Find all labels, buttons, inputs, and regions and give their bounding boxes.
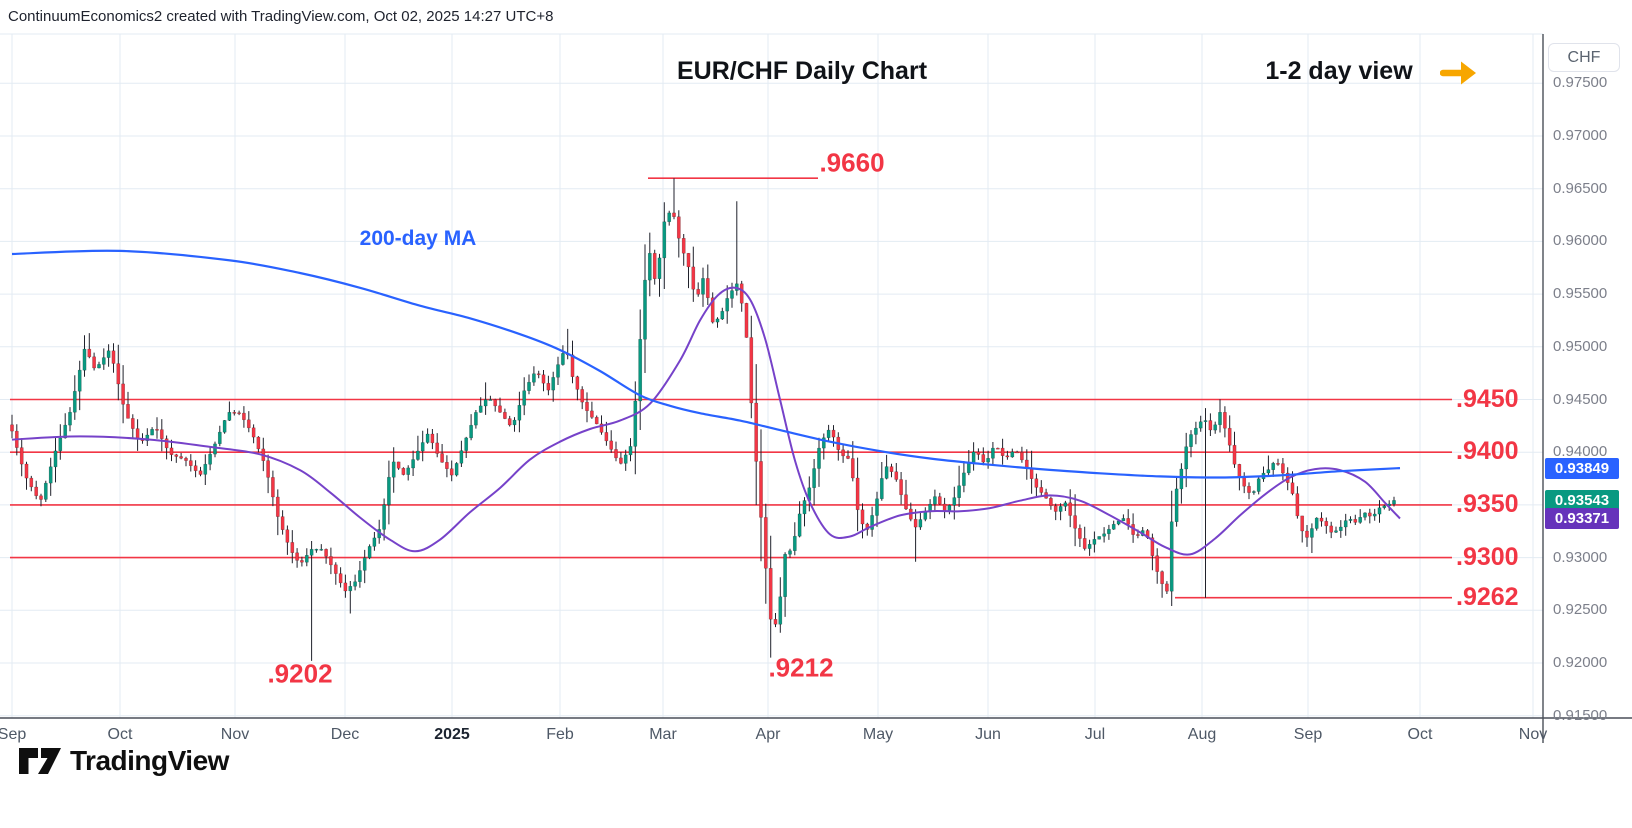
attribution-text: ContinuumEconomics2 created with Trading… (8, 8, 554, 25)
price-tick-0.93000: 0.93000 (1553, 548, 1608, 566)
price-badge-0.93849: 0.93849 (1545, 457, 1619, 479)
price-tick-0.96000: 0.96000 (1553, 232, 1608, 250)
chart-title: EUR/CHF Daily Chart (676, 57, 928, 85)
price-badge-0.93371: 0.93371 (1545, 507, 1619, 529)
price-tick-0.92000: 0.92000 (1553, 654, 1608, 671)
month-tick-may: May (862, 726, 894, 743)
month-tick-feb: Feb (546, 726, 574, 743)
month-tick-oct: Oct (107, 726, 133, 743)
price-tick-0.91500: 0.91500 (1553, 706, 1608, 724)
price-annotation-9212[interactable]: .9212 (768, 652, 834, 683)
price-tick-0.94000: 0.94000 (1553, 443, 1608, 461)
time-scale[interactable]: Sep Oct Nov Dec 2025 Feb Mar Apr May Jun Jul Aug Sep… (0, 726, 1548, 748)
price-tick-0.96500: 0.96500 (1553, 179, 1608, 197)
price-tick-0.97000: 0.97000 (1553, 127, 1608, 144)
right-arrow-icon[interactable] (1440, 58, 1480, 88)
month-tick-oct: Oct (1407, 726, 1433, 743)
month-tick-2025: 2025 (434, 726, 470, 743)
price-annotation-9660[interactable]: .9660 (819, 147, 885, 178)
month-tick-sep: Sep (0, 726, 27, 743)
month-tick-apr: Apr (755, 726, 781, 743)
price-tick-0.92500: 0.92500 (1553, 601, 1608, 619)
price-badge-0.93543: 0.93543 (1545, 489, 1619, 511)
tradingview-logo-text: TradingView (70, 745, 229, 776)
month-tick-jul: Jul (1084, 726, 1106, 743)
price-tick-0.95500: 0.95500 (1553, 285, 1608, 303)
month-tick-jun: Jun (975, 726, 1001, 743)
price-tick-0.97500: 0.97500 (1553, 74, 1608, 92)
price-tick-0.94500: 0.94500 (1553, 390, 1608, 408)
price-annotation-9202[interactable]: .9202 (267, 658, 333, 689)
month-tick-mar: Mar (649, 726, 677, 743)
tradingview-logo[interactable]: TradingView (18, 745, 229, 777)
level-label-9300[interactable]: .9300 (1456, 542, 1519, 571)
level-label-9350[interactable]: .9350 (1456, 489, 1519, 518)
currency-label-box: CHF (1548, 43, 1620, 72)
ma200-label[interactable]: 200-day MA (359, 227, 477, 250)
level-label-9262[interactable]: .9262 (1456, 582, 1519, 611)
month-tick-nov: Nov (220, 726, 250, 743)
month-tick-dec: Dec (330, 726, 360, 743)
level-label-9450[interactable]: .9450 (1456, 384, 1519, 413)
price-tick-0.95000: 0.95000 (1553, 337, 1608, 355)
month-tick-sep: Sep (1293, 726, 1323, 743)
month-tick-nov: Nov (1518, 726, 1548, 743)
month-tick-aug: Aug (1187, 726, 1217, 743)
tradingview-logo-icon (19, 748, 61, 774)
level-label-9400[interactable]: .9400 (1456, 437, 1519, 466)
view-note-label[interactable]: 1-2 day view (1265, 57, 1413, 85)
